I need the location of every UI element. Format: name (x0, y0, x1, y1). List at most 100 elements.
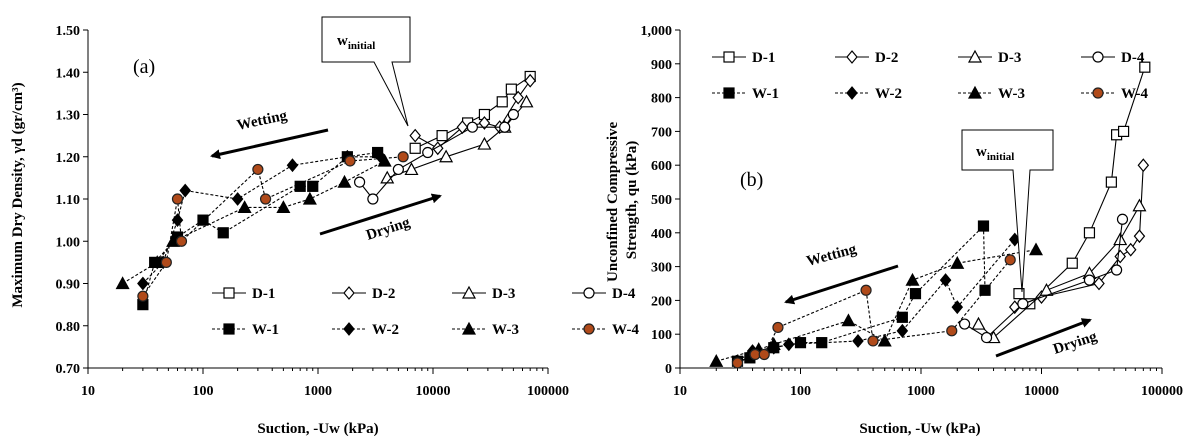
legend-marker (967, 85, 983, 99)
y-axis-title-b-line2: Strength, qu (kPa) (624, 141, 640, 260)
data-point-w-1 (977, 220, 990, 232)
w-initial-callout-a (321, 16, 411, 127)
y-axis-title-b-line1: Unconfined Compressive (605, 121, 621, 281)
data-point-w-4 (259, 193, 272, 205)
y-tick-label: 0 (665, 362, 672, 377)
data-point-d-2 (524, 73, 536, 88)
legend-item-d-3: D-3 (452, 285, 515, 302)
data-point-d-4 (1111, 264, 1123, 276)
legend-label: W-2 (875, 86, 902, 102)
series-w-3 (115, 153, 392, 290)
data-point-w-4 (1004, 254, 1016, 266)
legend-marker (723, 51, 735, 63)
legend-item-d-1: D-1 (212, 286, 275, 302)
data-point-w-3 (841, 313, 856, 327)
series-d-4 (353, 108, 519, 205)
drying-arrow-a (319, 193, 442, 236)
y-tick-label: 1.00 (56, 235, 81, 250)
data-point-w-3 (766, 337, 781, 350)
data-point-w-1 (307, 180, 319, 192)
drying-arrow-b (995, 318, 1092, 358)
x-tick-label: 10000 (1024, 384, 1059, 399)
data-point-w-3 (1028, 242, 1043, 256)
chart-panel-a: 0.70 0.80 0.90 1.00 1.10 1.20 1.30 1.40 1.50 10 10… (10, 16, 639, 437)
data-point-w-4 (397, 151, 409, 163)
legend-item-d-4: D-4 (572, 286, 636, 302)
series-line-w-4 (142, 156, 404, 297)
data-point-d-1 (496, 96, 508, 108)
data-point-w-3 (905, 272, 920, 286)
x-axis-title-b: Suction, -Uw (kPa) (859, 421, 980, 437)
w-initial-main-b: w (976, 144, 987, 160)
data-point-d-3 (477, 136, 492, 150)
y-tick-label: 1.10 (56, 193, 81, 208)
data-point-d-4 (1116, 213, 1129, 225)
w-initial-text-a: winitial (337, 33, 375, 52)
data-point-d-2 (512, 90, 524, 105)
data-point-d-1 (1105, 176, 1117, 188)
series-d-4 (958, 213, 1129, 344)
x-tick-label: 10 (673, 384, 687, 399)
data-point-d-4 (367, 193, 379, 205)
data-point-w-3 (877, 333, 892, 347)
data-point-w-4 (860, 284, 872, 296)
data-point-w-1 (896, 311, 908, 323)
chart-panel-b: 0 100 200 300 400 500 600 700 800 900 1,000 10 100 10… (605, 24, 1183, 437)
data-point-w-4 (772, 321, 784, 334)
data-point-d-4 (499, 121, 511, 133)
data-point-w-2 (231, 192, 244, 206)
w-initial-main-a: w (337, 33, 348, 49)
panel-label-a: (a) (133, 56, 155, 78)
series-w-4 (731, 254, 1016, 369)
y-tick-label: 400 (651, 227, 672, 242)
legend-marker (343, 286, 355, 300)
y-tick-label: 600 (651, 159, 672, 174)
x-tick-label: 1000 (304, 384, 332, 399)
legend-label: W-3 (492, 322, 519, 338)
data-point-w-1 (197, 214, 209, 226)
legend-label: W-4 (612, 322, 639, 338)
w-initial-sub-a: initial (348, 40, 376, 52)
data-point-w-2 (286, 158, 299, 173)
data-point-d-1 (436, 130, 448, 142)
x-tick-label: 100 (790, 384, 811, 399)
data-point-d-2 (409, 128, 421, 143)
legend-marker (1092, 51, 1104, 63)
legend-item-w-3: W-3 (452, 321, 519, 338)
data-point-d-1 (505, 83, 517, 95)
legend-item-w-1: W-1 (212, 322, 279, 338)
legend-b: D-1 D-2 D-3 D-4 W-1 W-2 W-3 W-4 (712, 49, 1148, 102)
legend-label: W-1 (252, 322, 279, 338)
data-point-w-1 (217, 227, 229, 239)
y-tick-label: 100 (651, 328, 672, 343)
legend-label: D-4 (1121, 50, 1145, 66)
y-tick-label: 0.90 (56, 278, 81, 293)
data-point-w-3 (302, 191, 317, 205)
legend-label: D-1 (752, 50, 775, 66)
data-point-d-2 (1137, 158, 1150, 173)
wetting-arrow-b (784, 264, 899, 305)
legend-item-d-2: D-2 (332, 286, 395, 302)
legend-marker (223, 287, 235, 299)
series-w-3 (709, 242, 1043, 367)
legend-marker (583, 323, 595, 335)
x-tick-label: 10000 (416, 384, 451, 399)
y-tick-label: 300 (651, 261, 672, 276)
y-tick-label: 1.40 (56, 66, 81, 81)
data-point-d-1 (1083, 227, 1096, 239)
data-point-w-3 (950, 255, 965, 269)
series-w-2 (137, 149, 387, 291)
legend-item-d-3: D-3 (958, 49, 1021, 66)
wetting-label-a: Wetting (236, 108, 290, 134)
data-point-w-4 (731, 357, 744, 369)
data-point-w-2 (179, 183, 191, 198)
y-tick-label: 700 (651, 125, 672, 140)
data-point-w-2 (137, 276, 149, 291)
y-tick-label: 500 (651, 193, 672, 208)
legend-label: D-3 (492, 286, 515, 302)
legend-item-d-1: D-1 (712, 50, 775, 66)
data-point-w-1 (909, 288, 922, 300)
data-point-w-3 (115, 276, 130, 290)
panel-label-b: (b) (740, 169, 763, 191)
